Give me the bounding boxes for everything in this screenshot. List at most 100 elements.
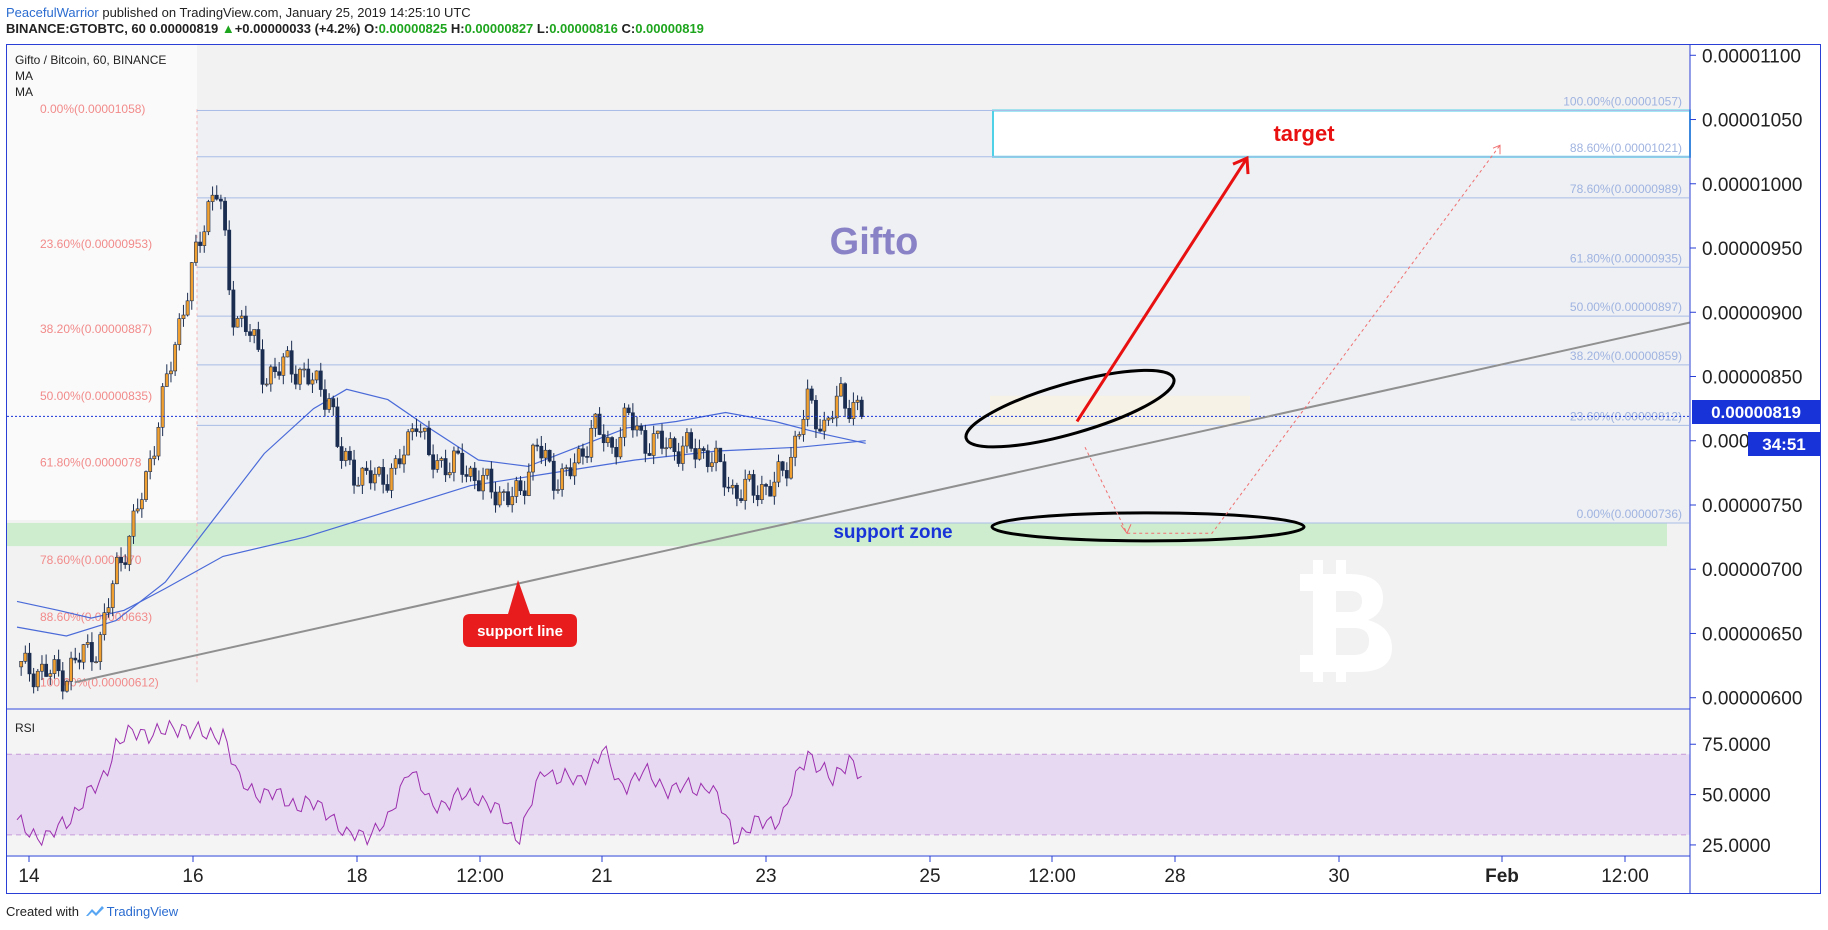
candle-body (722, 461, 727, 488)
price-tick-label-2: 0.00001000 (1702, 175, 1802, 196)
candle-body (510, 496, 515, 506)
chart-frame (6, 44, 1821, 894)
candle-body (839, 383, 843, 397)
candle-body (418, 431, 423, 433)
candle-body (214, 194, 219, 200)
candle-body (847, 408, 852, 420)
candle-body (701, 448, 706, 451)
candle-body (252, 329, 257, 336)
fib-right-label-1: 88.60%(0.00001021) (1570, 141, 1682, 155)
candle-body (23, 652, 28, 662)
legend-ma1[interactable]: MA (15, 69, 33, 83)
candle-body (522, 490, 527, 496)
candle-body (210, 194, 215, 202)
target-arrow-shaft (1075, 157, 1249, 423)
candle-body (452, 450, 456, 473)
candle-body (776, 461, 781, 483)
candle-body (472, 467, 477, 481)
candle-body (506, 491, 510, 506)
candle-body (481, 475, 485, 492)
candle-body (822, 419, 827, 432)
candle-body (397, 458, 402, 465)
breakout-zone-band (990, 395, 1250, 426)
candle-body (718, 447, 723, 463)
price-tick-label-4: 0.00000900 (1702, 303, 1802, 324)
candle-body (410, 428, 415, 433)
candle-body (697, 448, 702, 460)
rsi-indicator: 75.0000 50.0000 25.0000 (7, 719, 1771, 857)
candle-body (826, 417, 831, 421)
fib-right-label-5: 38.20%(0.00000859) (1570, 349, 1682, 363)
candle-body (589, 427, 594, 458)
candle-body (730, 484, 735, 489)
candle-body (464, 474, 469, 477)
candle-body (460, 452, 465, 475)
candle-body (568, 467, 573, 477)
countdown-value: 34:51 (1762, 435, 1805, 454)
last-price: 0.00000819 (149, 21, 219, 36)
candle-body (626, 407, 631, 414)
high-label: H: (450, 21, 465, 36)
candle-body (235, 318, 240, 328)
candle-body (85, 642, 90, 645)
candle-body (277, 371, 282, 376)
candle-body (273, 366, 277, 373)
candle-body (414, 428, 419, 432)
time-tick-label-6: 25 (919, 866, 940, 887)
candle-body (131, 510, 136, 537)
author-link[interactable]: PeacefulWarrior (6, 5, 99, 20)
candle-body (368, 470, 373, 484)
alternative-arrow-2 (1492, 144, 1501, 155)
candle-body (385, 484, 390, 491)
candle-body (755, 495, 760, 500)
candle-body (497, 491, 502, 506)
candle-body (65, 681, 69, 692)
time-tick-label-2: 18 (346, 866, 367, 887)
candle-body (69, 657, 73, 682)
candle-body (323, 389, 327, 410)
candle-body (751, 474, 756, 496)
rsi-label[interactable]: RSI (15, 721, 35, 735)
footer: Created with TradingView (6, 904, 178, 919)
bitcoin-logo-icon (1300, 560, 1392, 682)
legend-ma2[interactable]: MA (15, 85, 33, 99)
candle-body (859, 399, 864, 417)
target-label: target (1273, 121, 1335, 146)
rsi-tick-label-2: 25.0000 (1702, 836, 1771, 857)
candle-body (102, 612, 107, 635)
candle-body (431, 454, 436, 470)
candle-body (809, 388, 814, 401)
change: +0.00000033 (+4.2%) (234, 21, 361, 36)
price-tick-label-3: 0.00000950 (1702, 239, 1802, 260)
candle-body (139, 499, 144, 510)
candle-body (177, 318, 182, 345)
candle-body (764, 484, 768, 487)
fib-right-label-7: 0.00%(0.00000736) (1577, 507, 1682, 521)
candle-body (693, 448, 698, 460)
candle-body (734, 484, 739, 499)
candle-body (148, 458, 153, 472)
candle-body (710, 462, 714, 467)
tradingview-link[interactable]: TradingView (106, 904, 179, 919)
candle-body (402, 454, 406, 465)
candle-body (439, 458, 444, 461)
support-line-label: support line (477, 623, 563, 640)
candle-body (119, 556, 123, 563)
candles (19, 185, 864, 700)
price-axis[interactable]: 0.00001100 0.00001050 0.00001000 0.00000950… (1690, 46, 1802, 710)
candle-body (655, 430, 660, 434)
alternative-arrow-1 (1120, 524, 1132, 535)
candle-body (239, 315, 244, 319)
candle-body (747, 474, 752, 480)
time-axis[interactable]: 14 16 18 12:00 21 23 25 12:00 28 30 Feb 12:00 (18, 856, 1649, 887)
candle-body (181, 314, 186, 319)
candle-body (335, 406, 340, 447)
time-tick-label-5: 23 (755, 866, 776, 887)
publish-info: PeacefulWarrior published on TradingView… (6, 5, 471, 20)
candle-body (347, 450, 352, 461)
candle-body (585, 456, 589, 458)
open-value: 0.00000825 (378, 21, 448, 36)
candle-body (547, 449, 552, 462)
candle-body (19, 661, 24, 668)
